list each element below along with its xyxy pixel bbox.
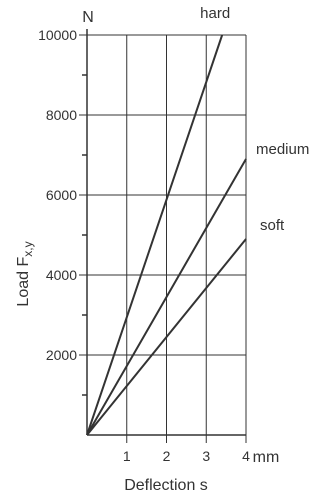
series-line-soft: [86, 238, 247, 436]
x-unit-label: mm: [253, 449, 280, 466]
y-tick-label: 4000: [46, 267, 77, 283]
y-axis-title-main: Load F: [15, 257, 32, 307]
x-axis-title: Deflection s: [124, 477, 208, 494]
series-label-hard: hard: [200, 5, 230, 22]
x-tick-label: 3: [202, 448, 210, 464]
x-tick-label: 2: [163, 448, 171, 464]
y-tick-label: 10000: [38, 27, 77, 43]
x-tick-label: 4: [242, 448, 250, 464]
y-unit-label: N: [82, 9, 94, 26]
axes: [82, 29, 246, 436]
x-tick-label: 1: [123, 448, 131, 464]
series-line-medium: [86, 158, 247, 436]
y-tick-label: 2000: [46, 347, 77, 363]
series-line-hard: [86, 34, 224, 436]
y-tick-label: 6000: [46, 187, 77, 203]
series-lines: [86, 34, 247, 436]
y-axis-title-subscript: x,y: [21, 241, 35, 256]
tick-labels: 2000 4000 6000 8000 10000 1 2 3 4 hard medium soft: [38, 5, 309, 464]
y-tick-label: 8000: [46, 107, 77, 123]
series-label-medium: medium: [256, 141, 309, 158]
y-axis-title: Load Fx,y: [15, 241, 35, 306]
series-label-soft: soft: [260, 217, 285, 234]
